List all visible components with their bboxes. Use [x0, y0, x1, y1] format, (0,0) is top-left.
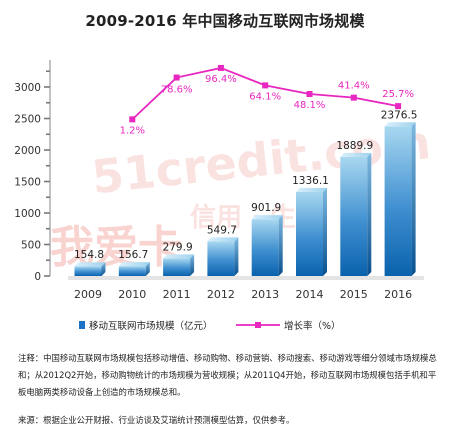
bar-top	[251, 215, 283, 220]
bar-series: 154.8 156.7 279.9 549.7 901.9 1336.1 1889.9 237…	[74, 109, 418, 276]
legend-line-marker	[255, 322, 261, 328]
bar-value-label: 1336.1	[292, 175, 329, 187]
bar	[340, 152, 372, 276]
x-tick-label: 2014	[296, 288, 324, 301]
growth-point	[262, 82, 269, 89]
bar-top	[207, 237, 239, 242]
bar-front	[340, 156, 368, 276]
legend-line-label: 增长率（%）	[284, 320, 341, 332]
growth-value-label: 41.4%	[338, 81, 370, 92]
bar-value-label: 2376.5	[381, 109, 418, 121]
growth-value-label: 78.6%	[161, 85, 193, 96]
chart-title: 2009-2016 年中国移动互联网市场规模	[85, 12, 365, 30]
y-tick-label: 1500	[14, 177, 41, 189]
legend: 移动互联网市场规模（亿元） 增长率（%）	[79, 320, 341, 332]
chart-note: 注释：中国移动互联网市场规模包括移动增值、移动购物、移动营销、移动搜索、移动游戏…	[18, 353, 437, 397]
y-axis: 0 500 1000 1500 2000 2500 3000 2009 2010 2011 2012…	[14, 60, 424, 301]
growth-point	[395, 103, 402, 110]
x-tick-label: 2010	[118, 288, 146, 301]
bar-value-label: 279.9	[163, 241, 193, 253]
y-tick-label: 2000	[14, 145, 41, 157]
y-tick-label: 3000	[14, 82, 41, 94]
bar-side	[145, 262, 150, 276]
bar-top	[296, 187, 327, 192]
growth-point	[173, 74, 180, 81]
bar	[251, 215, 283, 276]
bar	[74, 262, 106, 276]
bar-side	[323, 187, 327, 276]
bar-value-label: 156.7	[118, 249, 148, 261]
legend-bar-label: 移动互联网市场规模（亿元）	[89, 320, 213, 332]
bar-front	[163, 258, 191, 276]
bar-front	[207, 241, 235, 276]
bar-value-label: 549.7	[207, 224, 237, 236]
y-tick-label: 0	[34, 271, 41, 283]
bar-top	[118, 262, 150, 267]
bar-top	[384, 122, 416, 127]
growth-value-label: 25.7%	[382, 89, 414, 100]
bar	[296, 187, 327, 276]
bar-side	[411, 122, 416, 276]
chart-source: 来源：根据企业公开财报、行业访谈及艾瑞统计预测模型估算，仅供参考。	[18, 415, 295, 425]
bar-front	[74, 266, 102, 276]
bar-value-label: 1889.9	[336, 140, 373, 152]
bar-side	[190, 254, 195, 276]
y-tick-label: 2500	[14, 114, 41, 126]
bar	[207, 237, 239, 276]
bar-front	[118, 266, 146, 276]
growth-value-label: 1.2%	[120, 125, 145, 136]
bar-front	[384, 126, 412, 276]
growth-value-label: 96.4%	[205, 74, 237, 85]
bar-top	[163, 254, 195, 259]
x-axis-floor	[68, 276, 424, 280]
growth-point	[350, 94, 357, 101]
growth-point	[217, 64, 224, 71]
x-tick-label: 2013	[251, 288, 279, 301]
line-series: 1.2% 78.6% 96.4% 64.1% 48.1% 41.4% 25.7%	[120, 64, 414, 136]
bar-value-label: 901.9	[251, 202, 281, 214]
bar	[118, 262, 150, 276]
bar-side	[278, 215, 283, 276]
x-tick-label: 2015	[340, 288, 368, 301]
chart-canvas: 51credit.com 信用 · 生活 我爱卡 050010001500200…	[14, 60, 433, 332]
x-tick-label: 2009	[74, 288, 102, 301]
x-tick-label: 2012	[207, 288, 235, 301]
x-tick-label: 2011	[163, 288, 191, 301]
bar-side	[234, 237, 239, 276]
growth-point	[306, 91, 313, 98]
bar-front	[296, 191, 323, 276]
bar-side	[101, 262, 106, 276]
bar-front	[251, 219, 279, 276]
bar-side	[367, 152, 372, 276]
bar-top	[74, 262, 106, 267]
growth-value-label: 64.1%	[249, 91, 281, 102]
y-tick-label: 1000	[14, 208, 41, 220]
bar-top	[340, 152, 372, 157]
watermark-logo: 我爱卡	[50, 222, 182, 273]
growth-point	[129, 116, 136, 123]
bar	[384, 122, 416, 276]
y-tick-label: 500	[21, 240, 41, 252]
legend-bar-swatch	[79, 321, 85, 329]
bar	[163, 254, 195, 276]
growth-value-label: 48.1%	[294, 100, 326, 111]
x-tick-label: 2016	[384, 288, 412, 301]
bar-value-label: 154.8	[74, 249, 104, 261]
